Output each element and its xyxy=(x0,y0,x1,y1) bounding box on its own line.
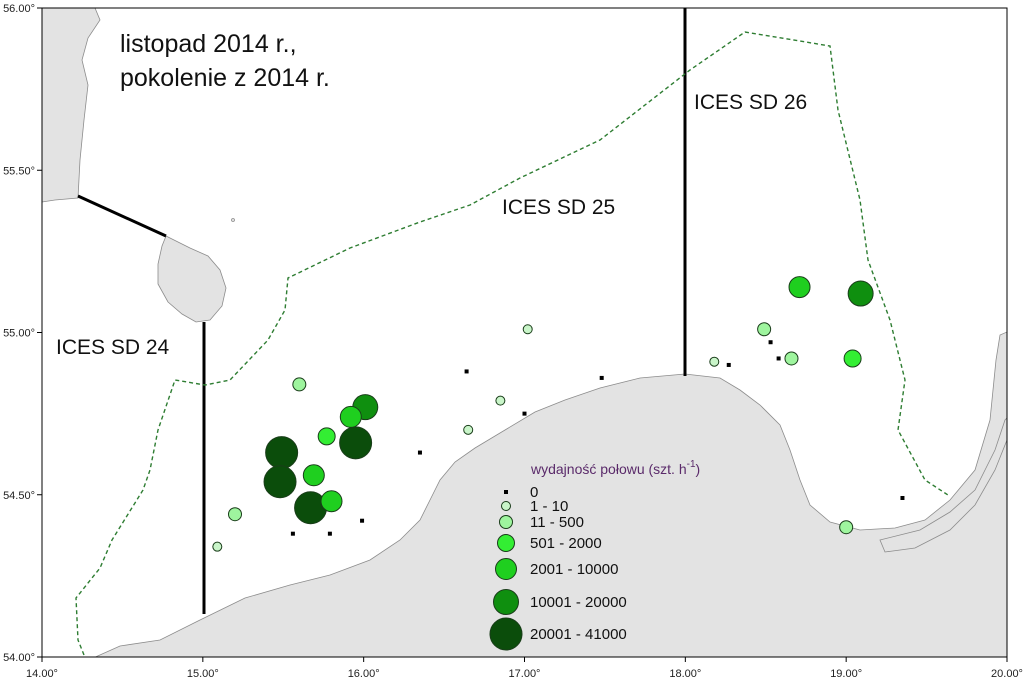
station-marker xyxy=(709,356,720,367)
station-marker xyxy=(317,427,336,446)
region-label-sd25: ICES SD 25 xyxy=(502,196,615,219)
legend-symbol xyxy=(501,501,511,511)
station-marker xyxy=(463,424,474,435)
station-marker xyxy=(900,495,905,500)
station-marker xyxy=(339,405,362,428)
station-marker xyxy=(417,450,422,455)
y-axis: 56.00° 55.50° 55.00° 54.50° 54.00° xyxy=(3,3,42,664)
station-marker xyxy=(843,349,862,368)
land-sweden xyxy=(42,8,101,203)
x-axis: 14.00° 15.00° 16.00° 17.00° 18.00° 19.00° 20.0… xyxy=(26,657,1023,680)
station-marker xyxy=(784,351,799,366)
station-marker xyxy=(263,465,297,499)
station-marker xyxy=(339,426,373,460)
station-marker xyxy=(290,531,295,536)
legend-symbol xyxy=(495,558,517,580)
survey-area-boundary xyxy=(75,31,949,656)
legend-title: wydajność połowu (szt. h-1) xyxy=(530,459,700,477)
station-marker xyxy=(847,280,874,307)
x-tick-label: 20.00° xyxy=(991,668,1023,680)
x-tick-label: 17.00° xyxy=(509,668,541,680)
legend-label: 10001 - 20000 xyxy=(530,594,627,611)
station-marker xyxy=(522,411,527,416)
x-tick-label: 16.00° xyxy=(348,668,380,680)
legend-label: 11 - 500 xyxy=(530,514,584,531)
x-tick-label: 18.00° xyxy=(669,668,701,680)
station-marker xyxy=(776,356,781,361)
y-tick-label: 54.50° xyxy=(3,490,35,502)
legend-label: 20001 - 41000 xyxy=(530,626,627,643)
ices-boundaries xyxy=(77,8,687,614)
y-tick-label: 55.00° xyxy=(3,328,35,340)
legend-label: 1 - 10 xyxy=(530,498,568,515)
station-marker xyxy=(757,322,772,337)
legend-symbol xyxy=(489,617,523,651)
x-tick-label: 19.00° xyxy=(830,668,862,680)
station-marker xyxy=(522,324,533,335)
legend-label: 0 xyxy=(530,484,538,501)
region-label-sd24: ICES SD 24 xyxy=(56,336,170,359)
station-marker xyxy=(839,520,854,535)
x-tick-label: 15.00° xyxy=(187,668,219,680)
y-tick-label: 56.00° xyxy=(3,3,35,15)
land-islet xyxy=(231,218,235,222)
station-marker xyxy=(788,276,811,299)
legend-symbol xyxy=(499,515,513,529)
legend-symbol xyxy=(504,490,508,494)
station-marker xyxy=(292,377,307,392)
region-label-sd26: ICES SD 26 xyxy=(694,91,807,114)
station-marker xyxy=(320,490,343,513)
legend-symbol xyxy=(497,534,515,552)
station-marker xyxy=(495,395,506,406)
station-marker xyxy=(265,436,299,470)
map-title-line2: pokolenie z 2014 r. xyxy=(120,64,330,92)
legend-title-sup: -1 xyxy=(687,459,696,470)
legend-title-text: wydajność połowu (szt. h xyxy=(530,461,687,477)
x-tick-label: 14.00° xyxy=(26,668,58,680)
station-marker xyxy=(228,507,242,522)
legend-label: 2001 - 10000 xyxy=(530,561,618,578)
y-tick-label: 55.50° xyxy=(3,165,35,177)
y-tick-label: 54.00° xyxy=(3,652,35,664)
land-spit xyxy=(879,417,1007,553)
station-marker xyxy=(726,362,731,367)
land-bornholm xyxy=(157,235,227,323)
station-marker xyxy=(360,518,365,523)
legend-title-end: ) xyxy=(696,461,701,477)
legend-symbol xyxy=(493,589,519,615)
station-marker xyxy=(212,541,223,552)
station-marker xyxy=(768,340,773,345)
map-title-line1: listopad 2014 r., xyxy=(120,30,297,58)
station-marker xyxy=(327,531,332,536)
station-marker xyxy=(464,369,469,374)
land-poland xyxy=(42,331,1007,657)
station-marker xyxy=(302,464,325,487)
legend-label: 501 - 2000 xyxy=(530,535,602,552)
station-markers xyxy=(212,276,905,552)
station-marker xyxy=(599,375,604,380)
